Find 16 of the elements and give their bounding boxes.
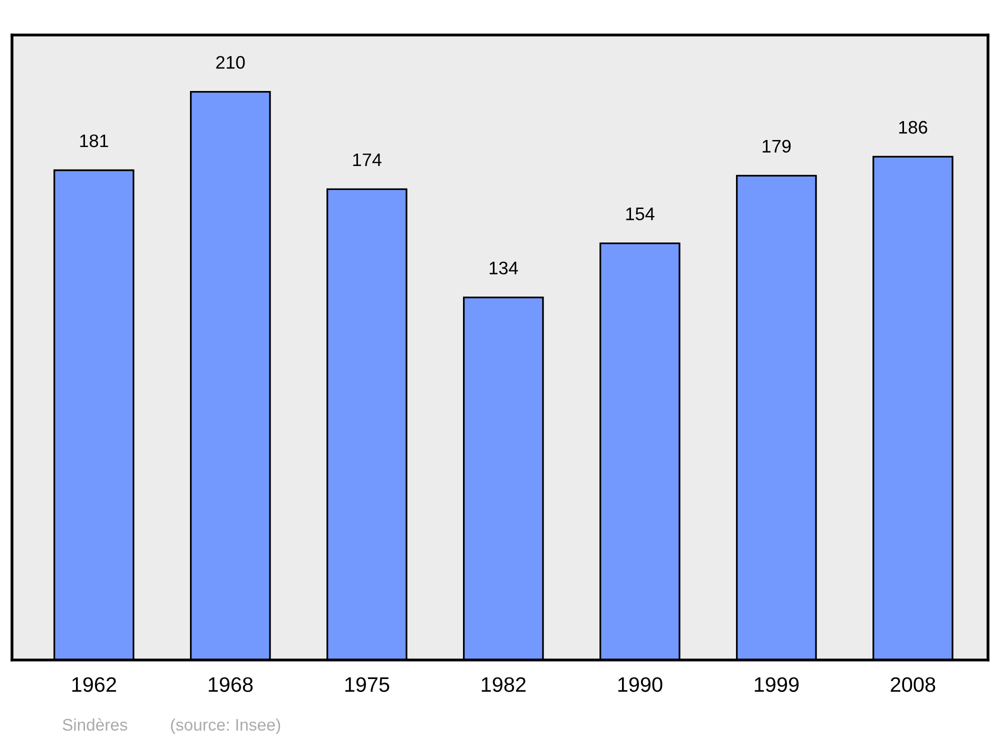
x-tick-label: 1982	[482, 677, 526, 692]
data-label: 134	[490, 262, 518, 274]
data-label: 179	[762, 140, 791, 153]
x-tick-label: 1962	[72, 677, 116, 692]
data-label: 181	[80, 134, 108, 148]
data-label: 154	[626, 208, 654, 220]
data-label: 210	[216, 56, 245, 69]
x-tick-label: 1968	[208, 677, 253, 692]
data-label: 174	[353, 154, 382, 166]
x-tick-label: 1999	[754, 677, 799, 692]
text: (source: Insee)	[171, 718, 280, 734]
x-tick-label: 2008	[890, 677, 936, 692]
x-tick-label: 1975	[345, 677, 390, 692]
text: Sindères	[62, 718, 128, 731]
x-tick-label: 1990	[618, 677, 662, 692]
data-label: 186	[899, 120, 928, 134]
